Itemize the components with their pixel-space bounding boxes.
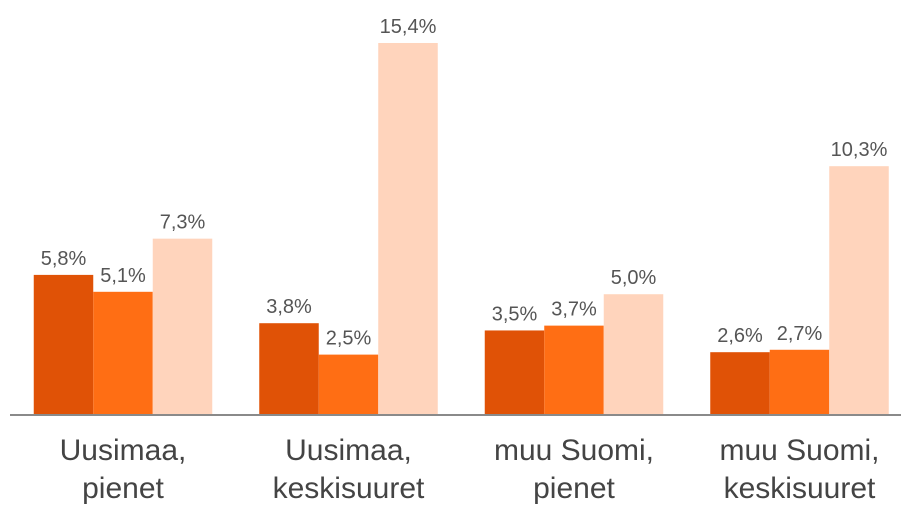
bar <box>829 166 889 415</box>
x-tick-label: Uusimaa, <box>285 434 412 467</box>
bar <box>33 274 94 415</box>
x-tick-label: muu Suomi, <box>719 434 879 467</box>
x-tick-label: pienet <box>82 472 164 505</box>
bar <box>544 325 604 415</box>
value-label: 3,8% <box>266 296 312 318</box>
value-label: 2,5% <box>326 328 372 350</box>
bar <box>259 323 319 415</box>
value-label: 5,1% <box>100 265 146 287</box>
bar <box>378 42 438 416</box>
bar <box>152 238 213 415</box>
x-tick-label: keskisuuret <box>724 472 876 505</box>
value-label: 10,3% <box>831 139 888 161</box>
bar <box>710 352 770 415</box>
value-label: 2,7% <box>777 323 823 345</box>
value-label: 5,0% <box>611 267 657 289</box>
bar <box>603 294 664 415</box>
value-label: 3,7% <box>551 299 597 321</box>
value-label: 5,8% <box>41 248 87 270</box>
x-tick-label: muu Suomi, <box>494 434 654 467</box>
bar <box>769 349 830 415</box>
bar <box>318 354 379 415</box>
x-tick-label: pienet <box>533 472 615 505</box>
x-tick-label: keskisuuret <box>273 472 425 505</box>
value-label: 3,5% <box>492 303 538 325</box>
value-label: 15,4% <box>380 16 437 38</box>
value-label: 7,3% <box>160 212 206 234</box>
x-tick-label: Uusimaa, <box>60 434 187 467</box>
bar <box>484 330 545 415</box>
value-label: 2,6% <box>717 325 763 347</box>
bar <box>93 291 153 415</box>
